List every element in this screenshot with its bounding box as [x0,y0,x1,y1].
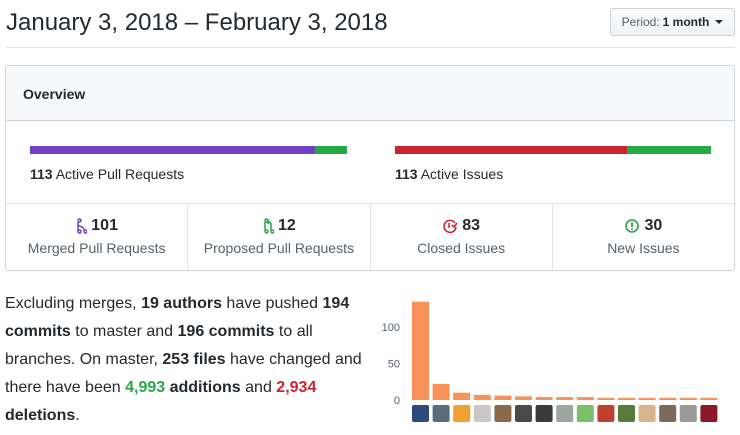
closed-issues-label: Closed Issues [417,240,506,256]
contributor-bar[interactable] [494,395,512,400]
git-pull-request-icon [264,218,274,234]
closed-issues-count: 83 [462,217,481,234]
overview-panel: Overview 113 Active Pull Requests 113 Ac… [5,65,735,271]
active-pr-label: Active Pull Requests [55,166,185,182]
period-dropdown-button[interactable]: Period: 1 month [610,8,735,36]
contributor-avatar[interactable] [515,405,532,422]
summary-text-6: and [240,379,277,396]
contributor-bar[interactable] [473,394,491,400]
stat-proposed-pull-requests[interactable]: 12 Proposed Pull Requests [188,204,371,270]
summary-additions-word: additions [165,379,241,396]
new-issues-label: New Issues [607,240,680,256]
summary-text-5: have changed and there have been [5,351,362,396]
summary-additions-count: 4,993 [125,379,166,396]
overview-stats: 101 Merged Pull Requests 12 Proposed Pul… [6,204,734,270]
commit-summary: Excluding merges, 19 authors have pushed… [5,290,375,430]
summary-files: 253 files [162,351,226,368]
contributor-avatar[interactable] [412,405,429,422]
contributor-bar[interactable] [535,397,553,400]
overview-title: Overview [6,66,734,121]
contributor-avatar[interactable] [638,405,656,422]
period-value: 1 month [662,15,710,29]
summary-deletions-word: deletions [5,407,76,424]
contributor-avatar[interactable] [535,405,553,422]
issue-closed-icon [443,219,458,234]
contributor-bar[interactable] [597,397,615,400]
period-label: Period: [621,15,660,29]
contributor-bar[interactable] [556,397,574,400]
contributors-bar-chart: 0 50 100 [382,301,718,422]
contributor-bar[interactable] [432,383,450,400]
summary-text-2: have pushed [221,295,323,312]
contributor-bar[interactable] [638,397,656,400]
summary-text-1: Excluding merges, [5,295,142,312]
active-issues-count: 113 [395,166,418,182]
new-issues-segment [627,146,711,154]
issue-opened-icon [625,219,640,233]
contributor-bar[interactable] [679,397,697,400]
contributor-bar[interactable] [700,397,718,400]
stat-closed-issues[interactable]: 83 Closed Issues [371,204,553,270]
overview-bars: 113 Active Pull Requests 113 Active Issu… [6,121,734,204]
contributor-avatar[interactable] [597,405,615,422]
contributor-avatar[interactable] [576,405,594,422]
header-divider [6,47,735,48]
active-issues-label: Active Issues [420,166,504,182]
summary-commits-master: 194 commits [5,295,350,340]
summary-authors: 19 authors [141,295,222,312]
page-title: January 3, 2018 – February 3, 2018 [6,9,388,36]
contributor-avatar[interactable] [618,405,635,422]
stat-merged-pull-requests[interactable]: 101 Merged Pull Requests [6,204,189,270]
contributor-bar[interactable] [576,397,594,400]
caret-down-icon [715,20,724,24]
merged-pr-count: 101 [91,217,118,234]
merged-pr-label: Merged Pull Requests [27,240,166,256]
merged-pr-segment [30,146,316,154]
issues-bar[interactable] [395,146,711,154]
pull-requests-bar[interactable] [30,146,347,154]
contributor-bar[interactable] [453,392,471,400]
contributor-bar[interactable] [412,301,429,400]
active-issues[interactable]: 113 Active Issues [395,166,503,182]
y-tick-label: 100 [382,322,400,334]
contributor-avatar[interactable] [494,405,512,422]
contributor-bar[interactable] [515,396,532,400]
git-merge-icon [77,218,88,234]
contributor-bar[interactable] [659,397,677,400]
closed-issues-segment [395,146,628,154]
contributor-bar[interactable] [618,397,635,400]
proposed-pr-count: 12 [277,217,296,234]
y-tick-label: 0 [394,395,400,407]
summary-text-4: to all branches. On master, [5,323,313,368]
summary-text-3: to master and [70,323,178,340]
contributor-avatar[interactable] [556,405,574,422]
proposed-pr-segment [315,146,347,154]
proposed-pr-label: Proposed Pull Requests [203,240,354,256]
active-pull-requests[interactable]: 113 Active Pull Requests [30,166,184,182]
contributor-avatar[interactable] [659,405,677,422]
active-pr-count: 113 [30,166,53,182]
contributor-avatar[interactable] [679,405,697,422]
y-tick-label: 50 [388,359,400,371]
contributor-avatar[interactable] [432,405,450,422]
stat-new-issues[interactable]: 30 New Issues [553,204,734,270]
new-issues-count: 30 [644,217,663,234]
summary-text-7: . [75,407,80,424]
summary-deletions-count: 2,934 [276,379,317,396]
summary-commits-all: 196 commits [177,323,275,340]
contributor-avatar[interactable] [453,405,471,422]
contributor-avatar[interactable] [700,405,718,422]
contributor-avatar[interactable] [473,405,491,422]
